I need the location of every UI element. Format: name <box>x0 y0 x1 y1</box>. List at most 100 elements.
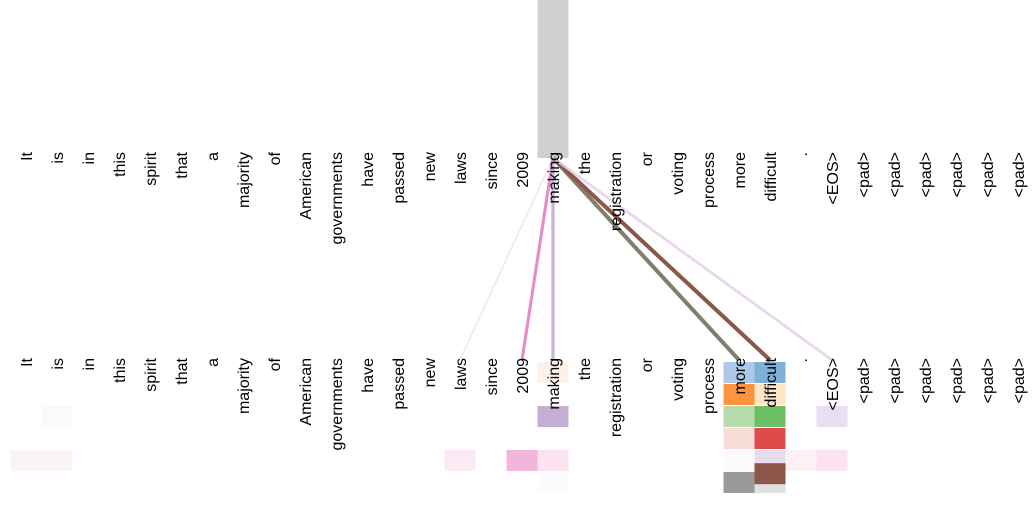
bottom-token-label[interactable]: spirit <box>143 357 160 391</box>
bottom-token-label[interactable]: <pad> <box>949 358 966 403</box>
top-token-label[interactable]: spirit <box>143 151 160 185</box>
heatmap-cell <box>816 406 848 427</box>
heatmap-cell <box>723 384 755 405</box>
bottom-token-label[interactable]: of <box>267 357 284 371</box>
attention-heatmap <box>10 362 848 493</box>
top-token-label[interactable]: <pad> <box>856 152 873 197</box>
heatmap-cell <box>10 450 42 471</box>
top-token-row: It is in this spirit that a majority of American g… <box>19 151 1028 244</box>
top-token-label[interactable]: voting <box>670 152 687 195</box>
top-token-label[interactable]: process <box>701 152 718 208</box>
top-token-label[interactable]: registration <box>608 152 625 231</box>
bottom-token-label[interactable]: making <box>546 358 563 410</box>
top-token-label[interactable]: the <box>577 152 594 174</box>
bottom-token-label[interactable]: more <box>732 358 749 395</box>
top-token-label[interactable]: or <box>639 151 656 166</box>
bottom-token-label[interactable]: voting <box>670 358 687 401</box>
top-token-label[interactable]: <pad> <box>949 152 966 197</box>
top-token-label[interactable]: making <box>546 152 563 204</box>
top-token-label[interactable]: more <box>732 152 749 189</box>
top-token-label[interactable]: <pad> <box>980 152 997 197</box>
bottom-token-label[interactable]: <EOS> <box>825 358 842 410</box>
heatmap-cell <box>41 406 73 427</box>
bottom-token-label[interactable]: that <box>174 357 191 384</box>
bottom-token-label[interactable]: the <box>577 358 594 380</box>
bottom-token-label[interactable]: difficult <box>763 357 780 407</box>
top-token-label[interactable]: <pad> <box>1011 152 1028 197</box>
bottom-token-label[interactable]: <pad> <box>887 358 904 403</box>
heatmap-cell <box>723 428 755 449</box>
bottom-token-label[interactable]: in <box>81 358 98 370</box>
top-token-label[interactable]: governments <box>329 152 346 245</box>
bottom-token-label[interactable]: passed <box>391 358 408 410</box>
top-token-label[interactable]: passed <box>391 152 408 204</box>
bottom-token-label[interactable]: have <box>360 358 377 393</box>
heatmap-cell <box>754 384 786 405</box>
heatmap-cell <box>41 450 73 471</box>
top-token-label[interactable]: majority <box>236 152 253 208</box>
bottom-token-label[interactable]: <pad> <box>1011 358 1028 403</box>
attention-link <box>520 157 555 361</box>
bottom-token-label[interactable]: 2009 <box>515 358 532 394</box>
top-token-label[interactable]: <EOS> <box>825 152 842 204</box>
top-token-label[interactable]: difficult <box>763 151 780 201</box>
top-token-label[interactable]: . <box>794 152 811 156</box>
bottom-token-label[interactable]: this <box>112 358 129 383</box>
top-token-label[interactable]: since <box>484 152 501 189</box>
bottom-token-label[interactable]: process <box>701 358 718 414</box>
bottom-token-row: It is in this spirit that a majority of American g… <box>19 357 1028 450</box>
bottom-token-label[interactable]: registration <box>608 358 625 437</box>
bottom-token-label[interactable]: <pad> <box>856 358 873 403</box>
bottom-token-label[interactable]: a <box>205 358 222 367</box>
bottom-token-label[interactable]: <pad> <box>918 358 935 403</box>
top-token-label[interactable]: 2009 <box>515 152 532 188</box>
heatmap-cell <box>723 406 755 427</box>
top-token-label[interactable]: this <box>112 152 129 177</box>
heatmap-cell <box>754 463 786 485</box>
heatmap-cell <box>537 450 569 471</box>
heatmap-cell <box>444 450 476 471</box>
bottom-token-label[interactable]: majority <box>236 358 253 414</box>
bottom-token-label[interactable]: new <box>422 358 439 388</box>
heatmap-cell <box>723 472 755 493</box>
heatmap-cell <box>754 428 786 449</box>
bottom-token-label[interactable]: governments <box>329 358 346 451</box>
bottom-token-label[interactable]: is <box>50 358 67 370</box>
bottom-token-label[interactable]: or <box>639 357 656 372</box>
attention-link <box>552 156 833 362</box>
bottom-token-label[interactable]: laws <box>453 358 470 390</box>
heatmap-cell <box>785 450 817 471</box>
bottom-token-label[interactable]: since <box>484 358 501 395</box>
top-token-label[interactable]: American <box>298 152 315 220</box>
bottom-token-label[interactable]: American <box>298 358 315 426</box>
heatmap-cell <box>723 362 755 383</box>
bottom-token-label[interactable]: <pad> <box>980 358 997 403</box>
attention-links <box>459 156 833 362</box>
heatmap-cell <box>754 406 786 427</box>
top-token-label[interactable]: new <box>422 152 439 182</box>
heatmap-cell <box>537 472 569 493</box>
heatmap-cell <box>816 450 848 471</box>
heatmap-cell <box>723 450 755 471</box>
top-token-label[interactable]: of <box>267 151 284 165</box>
bottom-token-label[interactable]: It <box>19 357 36 366</box>
selected-token-highlight <box>537 0 569 158</box>
bottom-token-label[interactable]: . <box>794 358 811 362</box>
top-token-label[interactable]: that <box>174 151 191 178</box>
top-token-label[interactable]: have <box>360 152 377 187</box>
attention-link <box>551 156 741 362</box>
top-token-label[interactable]: in <box>81 152 98 164</box>
top-token-label[interactable]: It <box>19 151 36 160</box>
heatmap-cell <box>537 362 569 383</box>
top-token-label[interactable]: <pad> <box>918 152 935 197</box>
heatmap-cell <box>754 362 786 383</box>
top-token-label[interactable]: <pad> <box>887 152 904 197</box>
top-token-label[interactable]: laws <box>453 152 470 184</box>
attention-link <box>551 156 772 362</box>
heatmap-cell <box>537 406 569 427</box>
heatmap-cell <box>506 450 538 471</box>
top-token-label[interactable]: is <box>50 152 67 164</box>
attention-link <box>459 157 554 361</box>
top-token-label[interactable]: a <box>205 152 222 161</box>
